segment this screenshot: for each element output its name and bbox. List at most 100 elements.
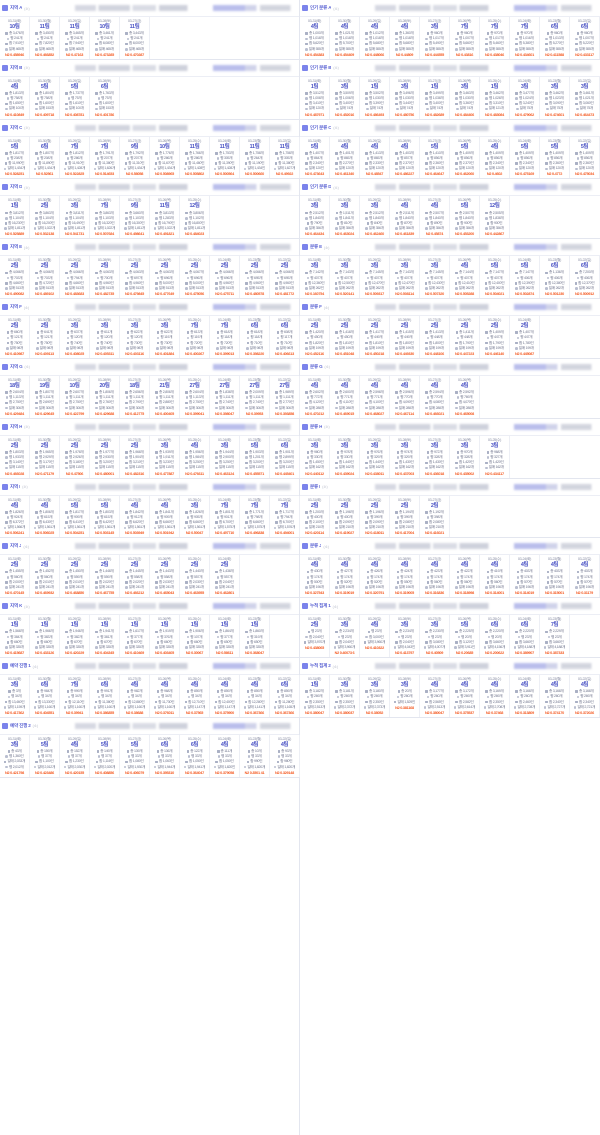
date-cell[interactable]: 03-25(수) 4팀 총 419개 평 174개 합 560인 일매 196개 N2 0.… xyxy=(480,555,510,598)
date-cell[interactable]: 03-27(금) 3팀 총 7,145개 평 407개 합 12,430인 일매 262개… xyxy=(420,256,450,299)
date-cell[interactable]: 03-24(화) 5팀 총 7,147개 평 406개 합 12,390인 일매 262개… xyxy=(510,256,540,299)
date-cell[interactable]: 03-29(일) 7팀 총 1,812개 평 286개 합 11,910인 일매 1,42… xyxy=(60,136,90,179)
date-cell[interactable]: 03-30(월) 3팀 총 978개 평 330개 합 1,440인 일매 162개 N2 … xyxy=(330,435,360,478)
section-badge[interactable]: 지역 B (소) xyxy=(2,64,68,71)
date-cell[interactable]: 03-30(월) 3팀 총 1,511개 평 1,841개 합 810인 일매 356개 N… xyxy=(330,196,360,239)
date-cell[interactable]: 03-31(화) 2팀 총 1,420개 평 450개 합 1,820인 일매 199개 N… xyxy=(300,316,330,358)
section-header[interactable]: 지역 E (소) xyxy=(0,239,299,257)
section-header[interactable]: 인기 분류 B (소) xyxy=(300,59,600,77)
date-cell[interactable]: 03-27(금) 5팀 총 139개 평 33개 합 1,080인 일매 1,930개 N2… xyxy=(120,734,150,777)
date-cell[interactable]: 03-30(월) 4팀 총 1,401개 평 865개 합 2,270인 일매 120개 N… xyxy=(330,136,360,179)
date-cell[interactable]: 03-26(목) 3팀 총 622개 평 119개 합 730인 일매 98개 N2 0.4… xyxy=(150,316,180,358)
date-cell[interactable]: 03-29(일) 5팀 총 1,817개 평 909개 합 6,410인 일매 1,561… xyxy=(60,495,90,538)
date-cell[interactable]: 03-31(화) 2팀 평 23개 합 2,040인 일매 3,970개 N2 0.438… xyxy=(300,615,330,658)
date-cell[interactable]: 03-25(수) 1팀 총 3,462개 평 1,028개 합 3,310인 일매 121… xyxy=(480,76,510,119)
date-cell[interactable]: 03-31(화) 1팀 총 3,182개 평 269개 합 2,350인 일매 2,513… xyxy=(300,675,330,717)
section-header[interactable]: 지역 K (소) xyxy=(0,598,299,616)
date-cell[interactable]: 03-23(월) 4팀 총 403개 평 174개 합 570인 일매 196개 N2 0.… xyxy=(540,555,570,598)
section-badge[interactable]: 지역 G (소) xyxy=(2,363,68,370)
date-cell[interactable]: 03-27(금) 2팀 총 1,968개 평 1,904개 합 3,210인 일매 115… xyxy=(120,435,150,478)
date-cell[interactable]: 03-28(토) 3팀 총 3,496개 평 1,030개 합 3,440인 일매 74개… xyxy=(390,76,420,119)
date-cell[interactable]: 03-25(수) 27팀 총 2,604개 평 1,113개 합 2,750인 일매 30… xyxy=(180,375,210,418)
date-cell[interactable]: 03-31(화) 4팀 총 430개 평 174개 합 500인 일매 196개 N2 0.… xyxy=(300,555,330,598)
date-cell[interactable]: 03-27(금) 4팀 총 423개 평 174개 합 560인 일매 196개 N2 0.… xyxy=(420,555,450,598)
date-cell[interactable]: 03-31(화) 1팀 총 3,512개 평 1,008개 합 3,410인 일매 120… xyxy=(300,76,330,119)
date-cell[interactable]: 03-23(월) 5팀 총 1,903개 평 1,201개 합 3,200인 일매 115… xyxy=(240,435,270,478)
date-cell[interactable]: 03-25(수) 7팀 총 613개 평 119개 합 720인 일매 98개 N2 0.4… xyxy=(180,316,210,358)
section-header[interactable]: 인기 분류 A (소) xyxy=(300,0,600,17)
date-cell[interactable]: 03-23(월) 6팀 총 960개 평 1,013개 합 5,270인 일매 555개 N… xyxy=(540,17,570,59)
section-badge[interactable]: 인기 분류 A (소) xyxy=(302,5,368,11)
date-cell[interactable]: 03-24(화) 4팀 총 403개 평 174개 합 570인 일매 196개 N2 0.… xyxy=(510,555,540,598)
date-cell[interactable]: 03-31(화) 4팀 총 1,826개 평 924개 합 6,372인 일매 1,566… xyxy=(0,495,30,538)
date-cell[interactable]: 03-22(일) 5팀 총 1,409개 평 856개 합 2,360인 일매 120개 N… xyxy=(570,136,600,179)
date-cell[interactable]: 03-26(목) 2팀 총 1,411개 평 448개 합 1,790인 일매 199개 N… xyxy=(450,316,480,358)
date-cell[interactable]: 03-29(일) 4팀 총 152개 평 37개 합 1,230인 일매 2,030개 N2… xyxy=(60,734,90,777)
date-cell[interactable]: 03-28(토) 7팀 총 1,791개 평 207개 합 11,380인 일매 1,62… xyxy=(90,136,120,179)
date-cell[interactable]: 03-28(토) 2팀 총 4,063개 평 700개 합 4,960인 일매 513개 N… xyxy=(90,256,120,299)
date-cell[interactable]: 03-27(금) 1팀 총 1,617개 평 377개 합 670인 일매 335개 N2 … xyxy=(120,615,150,658)
section-header[interactable]: 누적 집계 2 (소) xyxy=(300,658,600,676)
section-header[interactable]: 지역 D (소) xyxy=(0,179,299,197)
date-cell[interactable]: 03-24(화) 4팀 총 859개 평 34개 합 12,400인 일매 1,147개 N… xyxy=(210,675,240,717)
date-cell[interactable]: 03-27(금) 9팀 총 1,792개 평 207개 합 11,310인 일매 1,43… xyxy=(120,136,150,179)
date-cell[interactable]: 03-27(금) 18팀 총 2,656개 평 1,111개 합 2,790인 일매 30… xyxy=(120,375,150,418)
section-header[interactable]: 분류 I (소) xyxy=(300,478,600,496)
date-cell[interactable]: 03-24(화) 1팀 총 1,864개 평 377개 합 650인 일매 335개 N2 … xyxy=(210,615,240,658)
date-cell[interactable]: 03-23(월) 1팀 총 1,860개 평 319개 합 650인 일매 335개 N2 … xyxy=(240,615,270,658)
date-cell[interactable]: 03-23(월) 7팀 총 2,229개 평 23개 합 3,660인 일매 4,188개… xyxy=(540,615,570,658)
date-cell[interactable]: 03-29(일) 2팀 총 1,978개 평 2,926개 합 3,180인 일매 115… xyxy=(60,435,90,478)
date-cell[interactable]: 03-25(수) 7팀 총 970개 평 1,017개 합 5,460인 일매 555개 N… xyxy=(480,17,510,59)
date-cell[interactable]: 03-25(수) 2팀 총 1,409개 평 447개 합 1,790인 일매 199개 N… xyxy=(480,316,510,358)
section-header[interactable]: 분류 F (소) xyxy=(300,299,600,317)
date-cell[interactable]: 03-28(토) 3팀 총 611개 평 120개 합 740인 일매 98개 N2 0.4… xyxy=(90,316,120,358)
date-cell[interactable]: 03-27(금) 1팀 총 3,499개 평 1,038개 합 3,400인 일매 74개… xyxy=(420,76,450,119)
date-cell[interactable]: 03-25(수) 3팀 총 1,826개 평 905개 합 6,660인 일매 1,561… xyxy=(180,495,210,538)
date-cell[interactable]: 03-27(금) 2팀 총 1,445개 평 558개 합 2,020인 일매 241개 N… xyxy=(120,555,150,598)
section-header[interactable]: 지역 G (소) xyxy=(0,358,299,376)
date-cell[interactable]: 03-26(목) 2팀 총 4,063개 평 696개 합 5,000인 일매 513개 N… xyxy=(150,256,180,299)
date-cell[interactable]: 03-26(목) 5팀 총 2,225개 평 20개 합 3,120인 일매 3,911인… xyxy=(450,615,480,658)
date-cell[interactable]: 03-27(금) 2팀 총 1,192개 평 398개 합 2,080인 일매 210개 N… xyxy=(420,495,450,538)
date-cell[interactable]: 03-30(월) 2팀 총 1,965개 평 2,929개 합 3,170인 일매 115… xyxy=(30,435,60,478)
date-cell[interactable]: 03-28(토) 4팀 총 2,596개 평 770개 합 4,090인 일매 288개 N… xyxy=(390,375,420,418)
date-cell[interactable]: 03-31(화) 2팀 총 1,200개 평 400개 합 2,100인 일매 210개 N… xyxy=(300,495,330,538)
date-cell[interactable]: 03-30(월) 2팀 총 1,452개 평 560개 합 2,010인 일매 241개 N… xyxy=(30,555,60,598)
date-cell[interactable]: 03-30(월) 11팀 총 3,450개 평 241개 합 7,820인 일매 465개… xyxy=(30,17,60,59)
date-cell[interactable]: 03-29(일) 4팀 총 1,413개 평 865개 합 2,330인 일매 120개 N… xyxy=(360,136,390,179)
date-cell[interactable]: 03-29(일) 2팀 총 1,450개 평 559개 합 2,010인 일매 241개 N… xyxy=(60,555,90,598)
date-cell[interactable]: 03-23(월) 5팀 총 1,409개 평 856개 합 2,360인 일매 120개 N… xyxy=(540,136,570,179)
date-cell[interactable]: 03-25(수) 2팀 총 4,067개 평 696개 합 5,000인 일매 513개 N… xyxy=(180,256,210,299)
date-cell[interactable]: 03-31(화) 4팀 총 1,813개 평 758개 합 1,650인 일매 100개 N… xyxy=(0,76,30,119)
date-cell[interactable]: 03-22(일) 27팀 총 1,989개 평 1,111개 합 2,770인 일매 30… xyxy=(270,375,300,418)
date-cell[interactable]: 03-29(일) 2팀 총 1,417개 평 449개 합 1,810인 일매 199개 N… xyxy=(360,316,390,358)
date-cell[interactable]: 03-30(월) 5팀 총 1,804개 평 758개 합 1,600인 일매 153개 N… xyxy=(30,76,60,119)
date-cell[interactable]: 03-28(토) 3팀 총 974개 평 329개 합 1,430인 일매 162개 N2 … xyxy=(390,435,420,478)
date-cell[interactable]: 03-28(토) 4팀 총 1,360개 평 1,018개 합 5,680인 일매 555… xyxy=(390,17,420,59)
date-cell[interactable]: 03-29(일) 3팀 총 637개 평 120개 합 740인 일매 98개 N2 0.4… xyxy=(60,316,90,358)
date-cell[interactable]: 03-29(일) 3팀 총 3,180개 평 269개 합 2,350인 일매 2,373… xyxy=(360,675,390,717)
date-cell[interactable]: 03-22(일) 6팀 총 7,200개 평 406개 합 12,370인 일매 262개… xyxy=(570,256,600,299)
section-badge[interactable]: 예약 진행 2 (소) xyxy=(2,722,68,729)
section-header[interactable]: 인기 분류 C (소) xyxy=(300,119,600,137)
date-cell[interactable]: 03-23(월) 7팀 총 1,771개 평 798개 합 6,660인 일매 1,575… xyxy=(240,495,270,538)
date-cell[interactable]: 03-22(일) 3팀 총 3,461개 평 1,021개 합 3,060인 일매 75개… xyxy=(570,76,600,119)
date-cell[interactable]: 03-24(화) 3팀 총 3,477개 평 1,024개 합 3,240인 일매 75개… xyxy=(510,76,540,119)
section-badge[interactable]: 누적 집계 2 (소) xyxy=(302,663,368,670)
date-cell[interactable]: 03-23(월) 4팀 총 859개 평 34개 합 12,280인 일매 1,141개 N… xyxy=(240,675,270,717)
date-cell[interactable]: 03-26(목) 5팀 총 1,409개 평 856개 합 2,370인 일매 120개 N… xyxy=(450,136,480,179)
date-cell[interactable]: 03-31(화) 3팀 총 43개 평 1,360인 일매 2,033개 평 2,012개… xyxy=(0,734,30,777)
date-cell[interactable]: 03-29(일) 3팀 총 7,145개 평 407개 합 12,470인 일매 262개… xyxy=(360,256,390,299)
section-header[interactable]: 지역 F (소) xyxy=(0,299,299,317)
date-cell[interactable]: 03-31(화) 3팀 총 3개 평 34개 합 13,460인 일매 1,159개 N2 … xyxy=(0,675,30,717)
date-cell[interactable]: 03-25(수) 1팀 총 1,906개 평 107개 합 660인 일매 335개 N2 … xyxy=(180,615,210,658)
date-cell[interactable]: 03-26(목) 4팀 총 2,592개 평 769개 합 4,070인 일매 288개 N… xyxy=(450,375,480,418)
section-badge[interactable]: 지역 A (소) xyxy=(2,5,68,11)
date-cell[interactable]: 03-24(화) 27팀 총 1,838개 평 1,111개 합 2,740인 일매 30… xyxy=(210,375,240,418)
date-cell[interactable]: 03-31(화) 2팀 총 1,803개 평 1,933개 합 3,140인 일매 115… xyxy=(0,435,30,478)
date-cell[interactable]: 03-26(목) 4팀 총 1,841개 평 909개 합 6,660인 일매 1,561… xyxy=(150,495,180,538)
date-cell[interactable]: 03-27(금) 2팀 총 4,063개 평 697개 합 4,960인 일매 513개 N… xyxy=(120,256,150,299)
section-header[interactable]: 지역 A (소) xyxy=(0,0,299,17)
date-cell[interactable]: 03-30(월) 19팀 총 1,807개 평 1,111개 합 2,690인 일매 30… xyxy=(30,375,60,418)
date-cell[interactable]: 03-24(화) 7팀 총 618개 평 118개 합 720인 일매 98개 N2 0.3… xyxy=(210,316,240,358)
